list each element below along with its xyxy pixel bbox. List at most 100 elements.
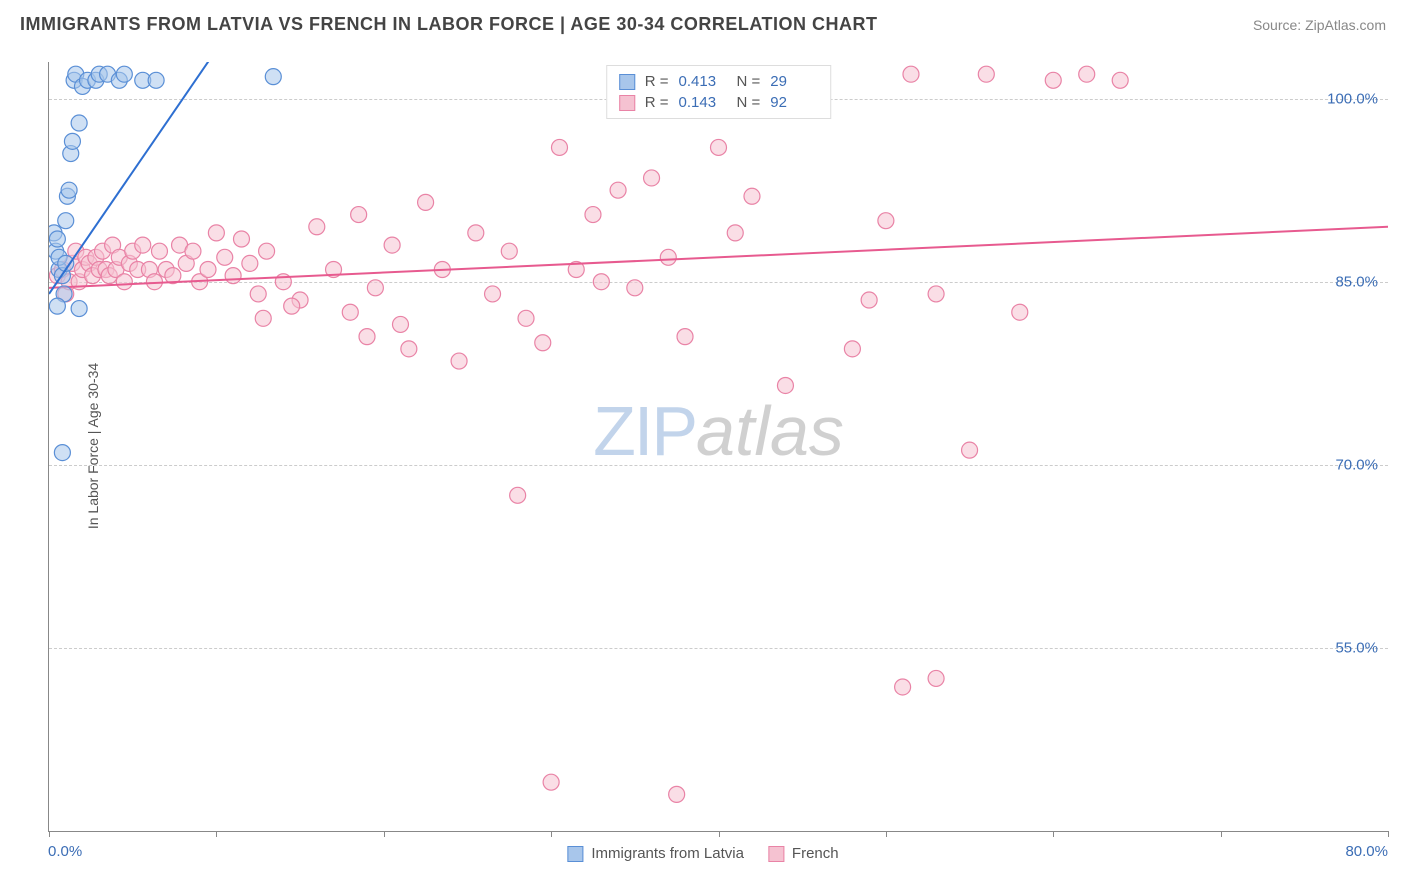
data-point-french [627, 280, 643, 296]
data-point-french [744, 188, 760, 204]
data-point-french [351, 207, 367, 223]
source-label: Source: [1253, 17, 1305, 33]
data-point-latvia [49, 298, 65, 314]
data-point-french [510, 487, 526, 503]
data-point-french [418, 194, 434, 210]
data-point-french [878, 213, 894, 229]
stats-n-value-latvia: 29 [770, 73, 818, 90]
data-point-french [660, 249, 676, 265]
data-point-french [644, 170, 660, 186]
data-point-french [1112, 72, 1128, 88]
stats-n-label: N = [737, 73, 761, 90]
title-bar: IMMIGRANTS FROM LATVIA VS FRENCH IN LABO… [0, 0, 1406, 45]
data-point-french [284, 298, 300, 314]
data-point-french [928, 286, 944, 302]
source-value: ZipAtlas.com [1305, 17, 1386, 33]
stats-r-label: R = [645, 94, 669, 111]
data-point-french [978, 66, 994, 82]
data-point-french [1079, 66, 1095, 82]
chart-title: IMMIGRANTS FROM LATVIA VS FRENCH IN LABO… [20, 14, 878, 35]
legend-swatch-french [768, 846, 784, 862]
data-point-french [200, 262, 216, 278]
stats-swatch-french [619, 95, 635, 111]
scatter-plot-svg [49, 62, 1388, 831]
x-tick [719, 831, 720, 837]
stats-r-value-latvia: 0.413 [679, 73, 727, 90]
x-tick [886, 831, 887, 837]
x-tick [1221, 831, 1222, 837]
data-point-french [233, 231, 249, 247]
x-axis-min-label: 0.0% [48, 843, 82, 860]
data-point-french [895, 679, 911, 695]
stats-row-french: R = 0.143 N = 92 [619, 92, 819, 113]
data-point-french [116, 274, 132, 290]
data-point-french [367, 280, 383, 296]
legend-item-french: French [768, 845, 839, 862]
x-tick [49, 831, 50, 837]
data-point-french [225, 268, 241, 284]
data-point-latvia [54, 445, 70, 461]
x-tick [384, 831, 385, 837]
data-point-french [535, 335, 551, 351]
data-point-french [928, 670, 944, 686]
data-point-latvia [71, 115, 87, 131]
data-point-french [844, 341, 860, 357]
data-point-latvia [116, 66, 132, 82]
data-point-french [861, 292, 877, 308]
stats-r-value-french: 0.143 [679, 94, 727, 111]
data-point-french [384, 237, 400, 253]
data-point-french [309, 219, 325, 235]
data-point-french [501, 243, 517, 259]
data-point-french [359, 329, 375, 345]
data-point-french [777, 377, 793, 393]
data-point-french [342, 304, 358, 320]
data-point-french [551, 139, 567, 155]
data-point-french [451, 353, 467, 369]
data-point-french [585, 207, 601, 223]
data-point-french [185, 243, 201, 259]
data-point-french [727, 225, 743, 241]
data-point-latvia [148, 72, 164, 88]
data-point-french [1045, 72, 1061, 88]
data-point-french [135, 237, 151, 253]
legend-swatch-latvia [567, 846, 583, 862]
x-tick [1053, 831, 1054, 837]
legend-label-latvia: Immigrants from Latvia [591, 845, 744, 862]
data-point-french [903, 66, 919, 82]
legend-label-french: French [792, 845, 839, 862]
data-point-french [485, 286, 501, 302]
data-point-latvia [265, 69, 281, 85]
legend: Immigrants from Latvia French [567, 845, 838, 862]
source-attribution: Source: ZipAtlas.com [1253, 17, 1386, 33]
data-point-french [468, 225, 484, 241]
x-tick [216, 831, 217, 837]
data-point-french [392, 316, 408, 332]
data-point-french [217, 249, 233, 265]
correlation-stats-box: R = 0.413 N = 29 R = 0.143 N = 92 [606, 65, 832, 119]
data-point-french [401, 341, 417, 357]
data-point-french [208, 225, 224, 241]
data-point-latvia [64, 133, 80, 149]
data-point-french [250, 286, 266, 302]
stats-swatch-latvia [619, 74, 635, 90]
data-point-french [259, 243, 275, 259]
data-point-latvia [49, 231, 65, 247]
data-point-french [242, 255, 258, 271]
data-point-french [669, 786, 685, 802]
x-axis-max-label: 80.0% [1345, 843, 1388, 860]
data-point-french [610, 182, 626, 198]
x-tick [1388, 831, 1389, 837]
stats-row-latvia: R = 0.413 N = 29 [619, 71, 819, 92]
chart-plot-area: ZIPatlas R = 0.413 N = 29 R = 0.143 N = … [48, 62, 1388, 832]
x-tick [551, 831, 552, 837]
data-point-french [711, 139, 727, 155]
legend-item-latvia: Immigrants from Latvia [567, 845, 744, 862]
data-point-latvia [61, 182, 77, 198]
data-point-french [151, 243, 167, 259]
data-point-french [1012, 304, 1028, 320]
stats-r-label: R = [645, 73, 669, 90]
data-point-french [146, 274, 162, 290]
data-point-french [255, 310, 271, 326]
data-point-latvia [58, 213, 74, 229]
data-point-latvia [71, 301, 87, 317]
